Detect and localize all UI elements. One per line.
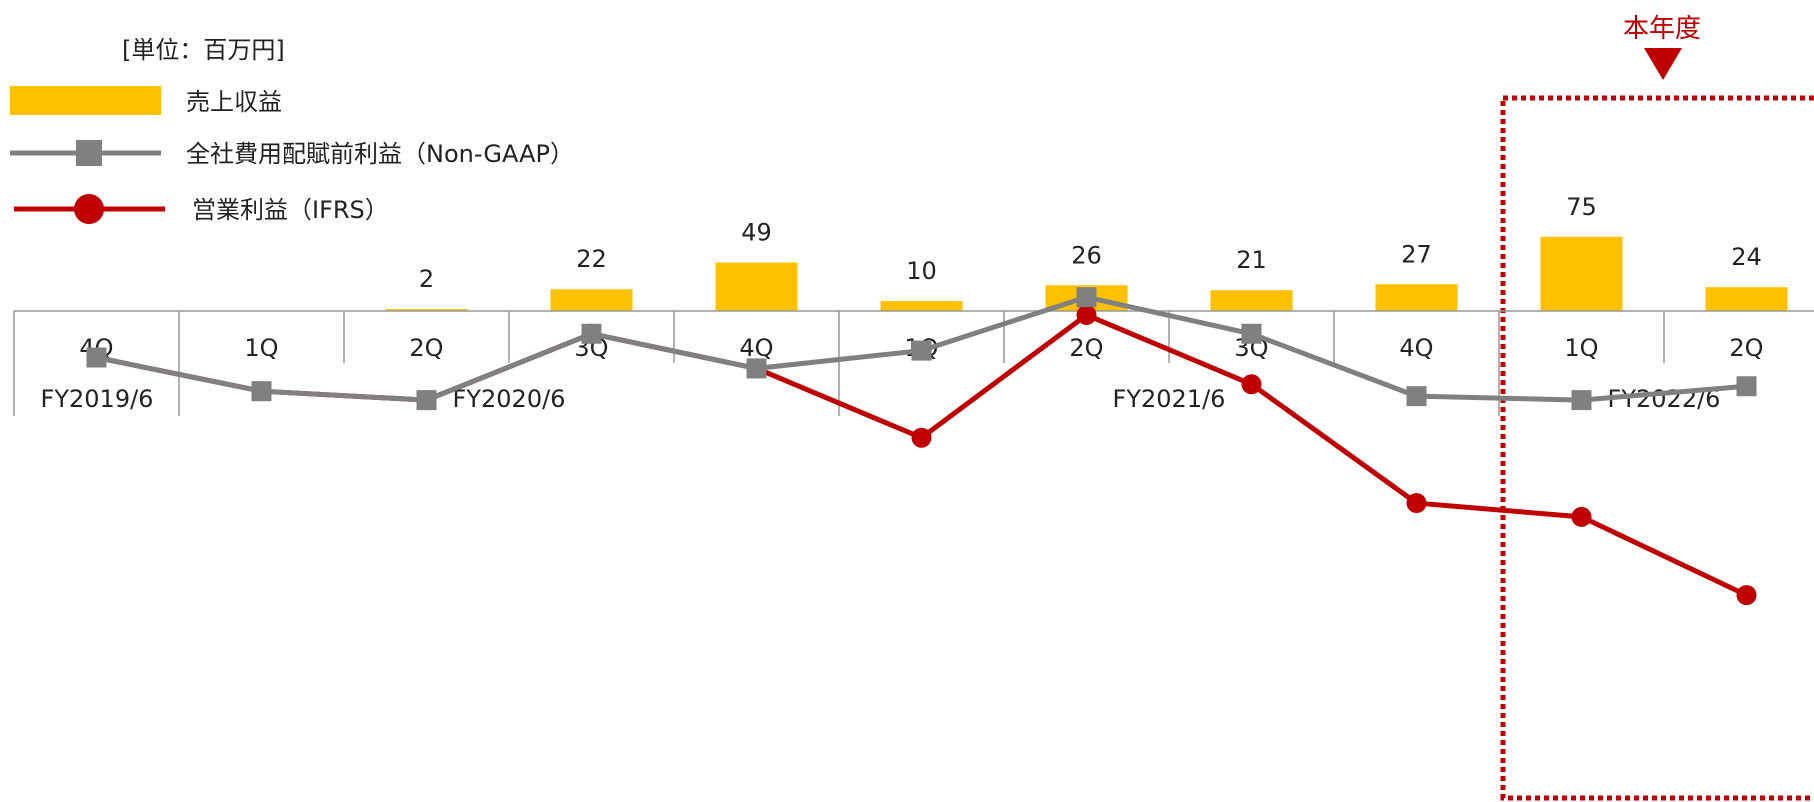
bar-data-label: 26 (1071, 241, 1102, 269)
highlight: 本年度 (1500, 14, 1814, 801)
bar (880, 301, 963, 311)
ifrs-operating-profit-point (1406, 493, 1427, 514)
ifrs-operating-profit-point (911, 427, 932, 448)
legend-circle-marker (74, 194, 104, 224)
legend: [単位：百万円] 売上収益 全社費用配賦前利益（Non-GAAP） 営業利益（I… (10, 36, 574, 224)
ifrs-operating-profit-point (1076, 304, 1097, 325)
legend-label-revenue: 売上収益 (186, 88, 282, 116)
non-gaap-profit-point (581, 323, 602, 344)
quarter-tick-label: 2Q (1729, 334, 1763, 362)
non-gaap-profit-point (1406, 386, 1427, 407)
bar (1210, 290, 1293, 311)
fiscal-year-label: FY2020/6 (453, 385, 566, 413)
bar-data-label: 22 (576, 245, 607, 273)
quarter-tick-label: 4Q (739, 334, 773, 362)
bar (1375, 284, 1458, 311)
legend-square-marker (76, 140, 102, 166)
non-gaap-profit-point (1241, 323, 1262, 344)
bar-data-label: 49 (741, 218, 772, 246)
non-gaap-profit-point (251, 381, 272, 402)
bar-data-label: 75 (1566, 193, 1597, 221)
bar (715, 262, 798, 311)
bar (1705, 287, 1788, 311)
non-gaap-profit-point (1076, 287, 1097, 308)
bar-data-label: 21 (1236, 246, 1267, 274)
legend-label-non-gaap: 全社費用配賦前利益（Non-GAAP） (186, 140, 574, 168)
highlight-label: 本年度 (1623, 14, 1701, 44)
non-gaap-profit-point (86, 347, 107, 368)
category-axis: 4Q1Q2Q3Q4Q1Q2Q3Q4Q1Q2QFY2019/6FY2020/6FY… (13, 310, 1814, 416)
highlight-box (1500, 95, 1814, 801)
ifrs-operating-profit-point (1241, 374, 1262, 395)
non-gaap-profit-point (1736, 376, 1757, 397)
legend-bar-swatch (10, 86, 161, 115)
non-gaap-profit-point (911, 340, 932, 361)
non-gaap-profit-point (416, 390, 437, 411)
bar (385, 309, 468, 311)
highlight-arrow-icon (1644, 48, 1682, 80)
legend-label-ifrs: 営業利益（IFRS） (192, 196, 389, 224)
non-gaap-profit-point (746, 358, 767, 379)
ifrs-operating-profit-point (1571, 506, 1592, 527)
quarter-tick-label: 2Q (409, 334, 443, 362)
bar-data-label: 24 (1731, 243, 1762, 271)
unit-label: [単位：百万円] (122, 36, 285, 64)
fiscal-year-label: FY2019/6 (41, 385, 154, 413)
quarter-tick-label: 2Q (1069, 334, 1103, 362)
bar (550, 289, 633, 311)
quarter-tick-label: 1Q (1564, 334, 1598, 362)
bar-data-label: 10 (906, 257, 937, 285)
fiscal-year-label: FY2021/6 (1113, 385, 1226, 413)
bar-data-label: 27 (1401, 240, 1432, 268)
quarter-tick-label: 1Q (244, 334, 278, 362)
quarter-tick-label: 4Q (1399, 334, 1433, 362)
ifrs-operating-profit-point (1736, 585, 1757, 606)
non-gaap-profit-point (1571, 390, 1592, 411)
bar (1540, 236, 1623, 311)
bar-data-label: 2 (419, 265, 434, 293)
line-series (86, 287, 1757, 606)
